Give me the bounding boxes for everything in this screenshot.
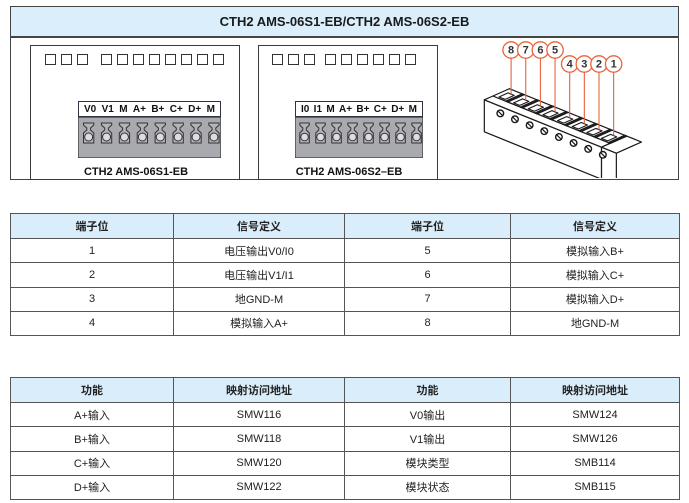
- svg-text:1: 1: [611, 59, 617, 71]
- svg-text:7: 7: [523, 45, 529, 57]
- svg-text:2: 2: [596, 59, 602, 71]
- svg-text:6: 6: [537, 45, 543, 57]
- svg-text:3: 3: [581, 59, 587, 71]
- svg-text:5: 5: [552, 45, 558, 57]
- svg-text:4: 4: [567, 59, 574, 71]
- svg-text:8: 8: [508, 45, 514, 57]
